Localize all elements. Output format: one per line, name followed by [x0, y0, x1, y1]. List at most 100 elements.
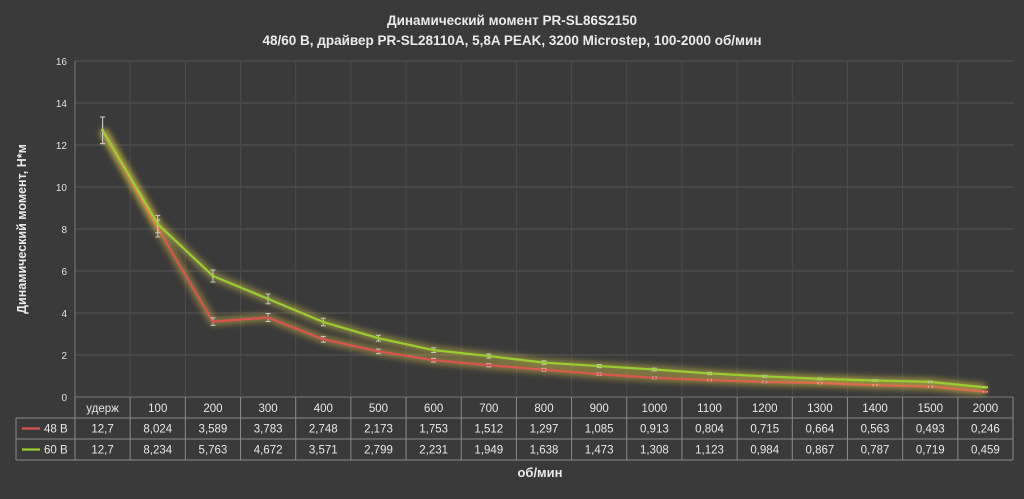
data-point [101, 128, 105, 132]
y-tick-label: 12 [56, 141, 68, 152]
chart-subtitle: 48/60 В, драйвер PR-SL28110A, 5,8A PEAK,… [263, 33, 762, 48]
x-tick-label: 1000 [642, 403, 668, 415]
x-axis-label: об/мин [517, 465, 562, 480]
data-label: 1,512 [474, 424, 503, 436]
legend-label: 48 В [44, 424, 68, 436]
data-label: 1,297 [530, 424, 559, 436]
data-point [652, 376, 656, 380]
y-tick-label: 8 [61, 225, 67, 236]
x-tick-label: 1400 [862, 403, 888, 415]
data-label: 1,085 [585, 424, 614, 436]
y-axis-label: Динамический момент, Н*м [15, 144, 29, 314]
data-point [652, 368, 656, 372]
data-label: 12,7 [91, 445, 113, 457]
data-label: 5,763 [199, 445, 228, 457]
data-label: 3,589 [199, 424, 228, 436]
data-label: 0,459 [971, 445, 1000, 457]
data-point [487, 363, 491, 367]
data-point [597, 372, 601, 376]
data-label: 0,719 [916, 445, 945, 457]
data-label: 0,804 [695, 424, 724, 436]
x-tick-label: 800 [534, 403, 553, 415]
x-tick-label: 1300 [807, 403, 833, 415]
x-tick-label: 500 [369, 403, 388, 415]
y-tick-label: 6 [61, 267, 67, 278]
data-point [432, 358, 436, 362]
data-label: 1,473 [585, 445, 614, 457]
data-label: 0,787 [861, 445, 890, 457]
data-point [211, 320, 215, 324]
data-point [983, 390, 987, 394]
data-point [708, 378, 712, 382]
data-point [266, 316, 270, 320]
data-label: 0,246 [971, 424, 1000, 436]
legend-label: 60 В [44, 445, 68, 457]
data-label: 0,913 [640, 424, 669, 436]
series-lines [99, 116, 988, 396]
data-point [321, 320, 325, 324]
x-tick-label: 1200 [752, 403, 778, 415]
y-tick-label: 10 [56, 183, 68, 194]
data-point [211, 274, 215, 278]
data-label: 12,7 [91, 424, 113, 436]
data-point [763, 374, 767, 378]
x-tick-label: 1500 [917, 403, 943, 415]
data-label: 8,024 [143, 424, 172, 436]
x-tick-label: 1100 [697, 403, 722, 415]
data-point [873, 383, 877, 387]
data-label: 1,753 [419, 424, 448, 436]
data-point [763, 380, 767, 384]
data-point [376, 336, 380, 340]
data-point [376, 349, 380, 353]
x-tick-label: 700 [479, 403, 498, 415]
x-tick-label: 600 [424, 403, 443, 415]
x-tick-label: 200 [203, 403, 222, 415]
data-label: 8,234 [143, 445, 172, 457]
data-point [266, 297, 270, 301]
data-label: 0,984 [750, 445, 779, 457]
data-label: 0,867 [805, 445, 834, 457]
data-table: удерж 100 200 300 400 500 600 700 800 900 1000 1100… [15, 397, 1014, 461]
data-label: 1,638 [530, 445, 559, 457]
data-label: 2,231 [419, 445, 448, 457]
data-label: 0,493 [916, 424, 945, 436]
x-tick-label: 400 [314, 403, 333, 415]
y-axis-ticks: 0 2 4 6 8 10 12 14 16 [56, 57, 68, 404]
x-tick-label: 900 [590, 403, 609, 415]
y-tick-label: 0 [61, 393, 67, 404]
data-label: 0,715 [750, 424, 779, 436]
data-point [708, 371, 712, 375]
x-tick-label: 100 [148, 403, 167, 415]
data-point [321, 337, 325, 341]
series-line-0 [101, 129, 986, 393]
data-label: 3,571 [309, 445, 338, 457]
x-tick-label: удерж [86, 403, 119, 415]
data-label: 1,949 [474, 445, 503, 457]
series-line-1 [101, 129, 986, 389]
data-label: 0,664 [805, 424, 834, 436]
y-tick-label: 16 [56, 57, 68, 68]
data-label: 0,563 [861, 424, 890, 436]
data-label: 4,672 [254, 445, 283, 457]
data-label: 1,308 [640, 445, 669, 457]
series-glow-1 [99, 128, 986, 391]
y-tick-label: 2 [61, 351, 67, 362]
data-label: 2,173 [364, 424, 393, 436]
data-point [542, 361, 546, 365]
chart-title: Динамический момент PR-SL86S2150 [387, 13, 637, 28]
x-tick-label: 2000 [973, 403, 999, 415]
data-label: 2,748 [309, 424, 338, 436]
data-point [928, 385, 932, 389]
data-point [542, 368, 546, 372]
y-tick-label: 14 [56, 99, 68, 110]
x-tick-label: 300 [259, 403, 278, 415]
data-point [873, 378, 877, 382]
data-label: 3,783 [254, 424, 283, 436]
data-label: 1,123 [695, 445, 724, 457]
data-label: 2,799 [364, 445, 393, 457]
data-point [432, 348, 436, 352]
data-point [818, 377, 822, 381]
y-tick-label: 4 [61, 309, 67, 320]
